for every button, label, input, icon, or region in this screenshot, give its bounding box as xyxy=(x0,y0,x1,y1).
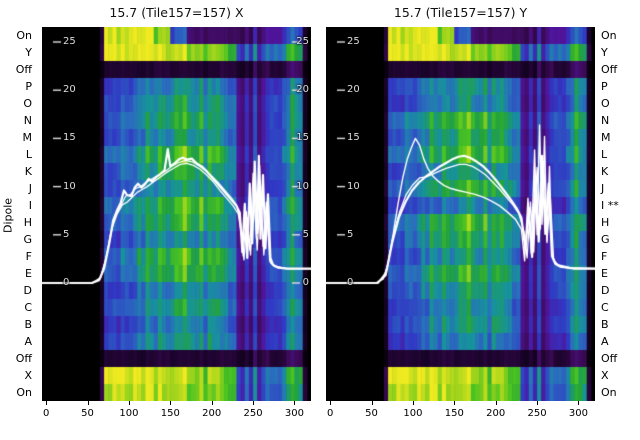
amp-tick-label: 10 xyxy=(347,180,360,192)
dipole-row-label-left: On xyxy=(16,28,32,42)
x-tick-label: 200 xyxy=(202,408,222,419)
dipole-row-label-left: F xyxy=(25,249,32,263)
amp-tick-label-mirror: 0 xyxy=(302,277,309,288)
x-tick-mark xyxy=(294,401,296,405)
dipole-row-label-left: J xyxy=(28,181,32,195)
dipole-row-label-left: N xyxy=(23,113,32,127)
amp-tick-label: 20 xyxy=(347,84,360,96)
x-tick-label: 0 xyxy=(42,408,50,419)
x-tick-label: 300 xyxy=(568,408,588,419)
dipole-row-label-left: Off xyxy=(15,351,32,365)
dipole-row-label-right: L xyxy=(601,147,608,161)
dipole-row-label-left: X xyxy=(24,368,32,382)
x-tick-mark xyxy=(330,401,332,405)
dipole-row-label-left: E xyxy=(25,266,32,280)
amp-tick-label-mirror: 15 xyxy=(296,132,309,144)
x-tick-mark xyxy=(170,401,172,405)
x-tick-mark xyxy=(495,401,497,405)
dipole-row-label-right: J xyxy=(601,181,605,195)
dipole-row-label-left: D xyxy=(23,283,32,297)
x-tick-mark xyxy=(87,401,89,405)
dipole-row-label-right: E xyxy=(601,266,608,280)
dipole-row-label-right: O xyxy=(601,96,610,110)
amp-tick-label-mirror: 5 xyxy=(302,228,309,240)
dipole-row-label-right: B xyxy=(601,317,609,331)
dipole-row-label-right: X xyxy=(601,368,609,382)
dipole-row-label-left: L xyxy=(25,147,32,161)
amp-tick-label: 5 xyxy=(347,228,354,240)
x-tick-label: 150 xyxy=(160,408,180,419)
x-tick-mark xyxy=(46,401,48,405)
dipole-row-label-right: C xyxy=(601,300,609,314)
x-tick-label: 150 xyxy=(444,408,464,419)
x-tick-mark xyxy=(578,401,580,405)
amp-tick-label: 15 xyxy=(347,132,360,144)
x-tick-mark xyxy=(211,401,213,405)
amp-tick-label-mirror: 25 xyxy=(296,36,309,47)
dipole-row-label-right: I ** xyxy=(601,198,619,212)
x-tick-mark xyxy=(371,401,373,405)
dipole-row-label-left: Y xyxy=(25,45,32,59)
amp-tick-label: 5 xyxy=(63,228,70,240)
dipole-row-label-left: O xyxy=(23,96,32,110)
dipole-row-label-right: A xyxy=(601,334,609,348)
x-tick-label: 300 xyxy=(284,408,304,419)
dipole-row-label-right: P xyxy=(601,79,608,93)
dipole-row-label-left: On xyxy=(16,385,32,399)
dipole-row-label-right: Y xyxy=(601,45,608,59)
dipole-row-label-left: K xyxy=(24,164,32,178)
x-tick-mark xyxy=(537,401,539,405)
amp-tick-label: 0 xyxy=(347,277,354,288)
dipole-row-label-right: D xyxy=(601,283,610,297)
dipole-row-label-left: B xyxy=(24,317,32,331)
dipole-row-label-right: On xyxy=(601,385,617,399)
dipole-row-label-right: M xyxy=(601,130,611,144)
dipole-row-label-right: Off xyxy=(601,351,618,365)
dipole-row-label-right: Off xyxy=(601,62,618,76)
dipole-row-label-left: H xyxy=(23,215,32,229)
panel-title-x: 15.7 (Tile157=157) X xyxy=(109,5,244,20)
x-tick-label: 250 xyxy=(527,408,547,419)
amp-tick-label: 25 xyxy=(347,36,360,47)
x-tick-mark xyxy=(128,401,130,405)
dipole-row-label-right: F xyxy=(601,249,608,263)
amp-tick-label: 15 xyxy=(63,132,76,144)
heatmap-panel-x xyxy=(42,27,311,401)
dipole-row-label-right: G xyxy=(601,232,610,246)
x-tick-mark xyxy=(454,401,456,405)
x-tick-label: 0 xyxy=(326,408,334,419)
amp-tick-label: 25 xyxy=(63,36,76,47)
x-tick-mark xyxy=(253,401,255,405)
amp-tick-label-mirror: 20 xyxy=(296,84,309,96)
dipole-row-label-left: P xyxy=(25,79,32,93)
dipole-row-label-left: A xyxy=(24,334,32,348)
dipole-row-label-left: M xyxy=(22,130,33,144)
x-tick-label: 200 xyxy=(486,408,506,419)
dipole-row-label-left: G xyxy=(23,232,32,246)
dipole-row-label-right: H xyxy=(601,215,610,229)
dipole-row-label-left: I xyxy=(28,198,32,212)
x-tick-label: 100 xyxy=(403,408,423,419)
panel-title-y: 15.7 (Tile157=157) Y xyxy=(393,5,528,20)
dipole-row-label-left: C xyxy=(24,300,32,314)
heatmap-panel-y xyxy=(326,27,595,401)
dipole-row-label-right: K xyxy=(601,164,609,178)
x-tick-mark xyxy=(412,401,414,405)
x-tick-label: 50 xyxy=(81,408,94,419)
amp-tick-label: 0 xyxy=(63,277,70,288)
x-tick-label: 50 xyxy=(365,408,378,419)
dipole-row-label-right: On xyxy=(601,28,617,42)
x-tick-label: 100 xyxy=(119,408,139,419)
dipole-row-label-left: Off xyxy=(15,62,32,76)
x-tick-label: 250 xyxy=(243,408,263,419)
amp-tick-label: 20 xyxy=(63,84,76,96)
amp-tick-label-mirror: 10 xyxy=(296,180,309,192)
dipole-row-label-right: N xyxy=(601,113,610,127)
amp-tick-label: 10 xyxy=(63,180,76,192)
